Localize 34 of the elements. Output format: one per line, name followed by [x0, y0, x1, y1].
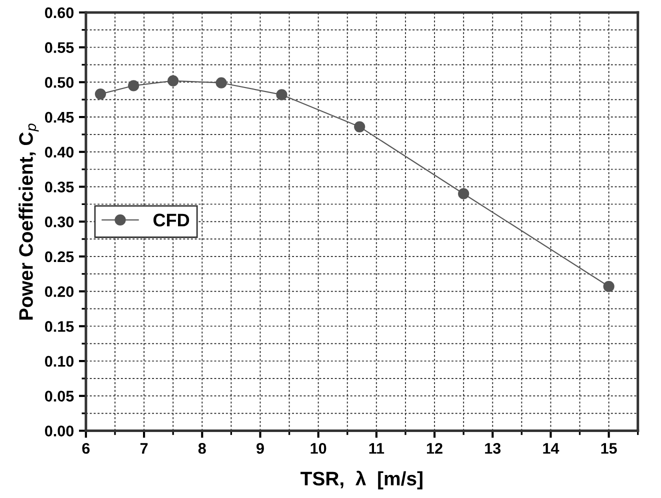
x-tick-label: 10 — [310, 442, 326, 454]
point — [216, 77, 227, 88]
y-tick-label: 0.20 — [44, 286, 74, 298]
point — [354, 121, 366, 132]
y-tick-label: 0.00 — [44, 426, 74, 436]
y-axis-title: Power Coefficient, C$_{p}$ — [18, 124, 39, 320]
y-tick-label: 0.50 — [44, 77, 74, 88]
point — [168, 75, 179, 86]
y-tick-label: 0.15 — [44, 321, 74, 332]
point — [94, 88, 106, 100]
y-tick-label: 0.25 — [44, 251, 74, 262]
x-tick-label: 13 — [485, 442, 501, 454]
y-tick-label: 0.30 — [44, 216, 74, 228]
point — [458, 188, 470, 200]
y-tick-label: 0.35 — [44, 182, 74, 192]
x-tick-label: 6 — [82, 442, 90, 454]
legend-label: CFD — [153, 214, 190, 226]
y-tick-label: 0.10 — [44, 356, 74, 367]
y-tick-label: 0.55 — [44, 42, 74, 53]
point — [276, 89, 288, 100]
x-axis-title: TSR, λ [m/s] — [300, 470, 422, 490]
y-tick-label: 0.40 — [44, 146, 74, 158]
x-tick-label: 15 — [601, 443, 617, 454]
point — [603, 280, 614, 292]
y-tick-label: 0.60 — [44, 7, 74, 18]
y-tick-label: 0.05 — [44, 390, 74, 402]
x-tick-label: 11 — [369, 443, 384, 454]
point — [128, 80, 140, 92]
x-tick-label: 12 — [426, 442, 442, 454]
x-tick-label: 8 — [198, 442, 206, 454]
x-tick-label: 14 — [543, 443, 560, 454]
x-tick-label: 7 — [140, 443, 148, 454]
x-tick-label: 9 — [256, 442, 264, 454]
y-tick-label: 0.45 — [44, 112, 74, 123]
